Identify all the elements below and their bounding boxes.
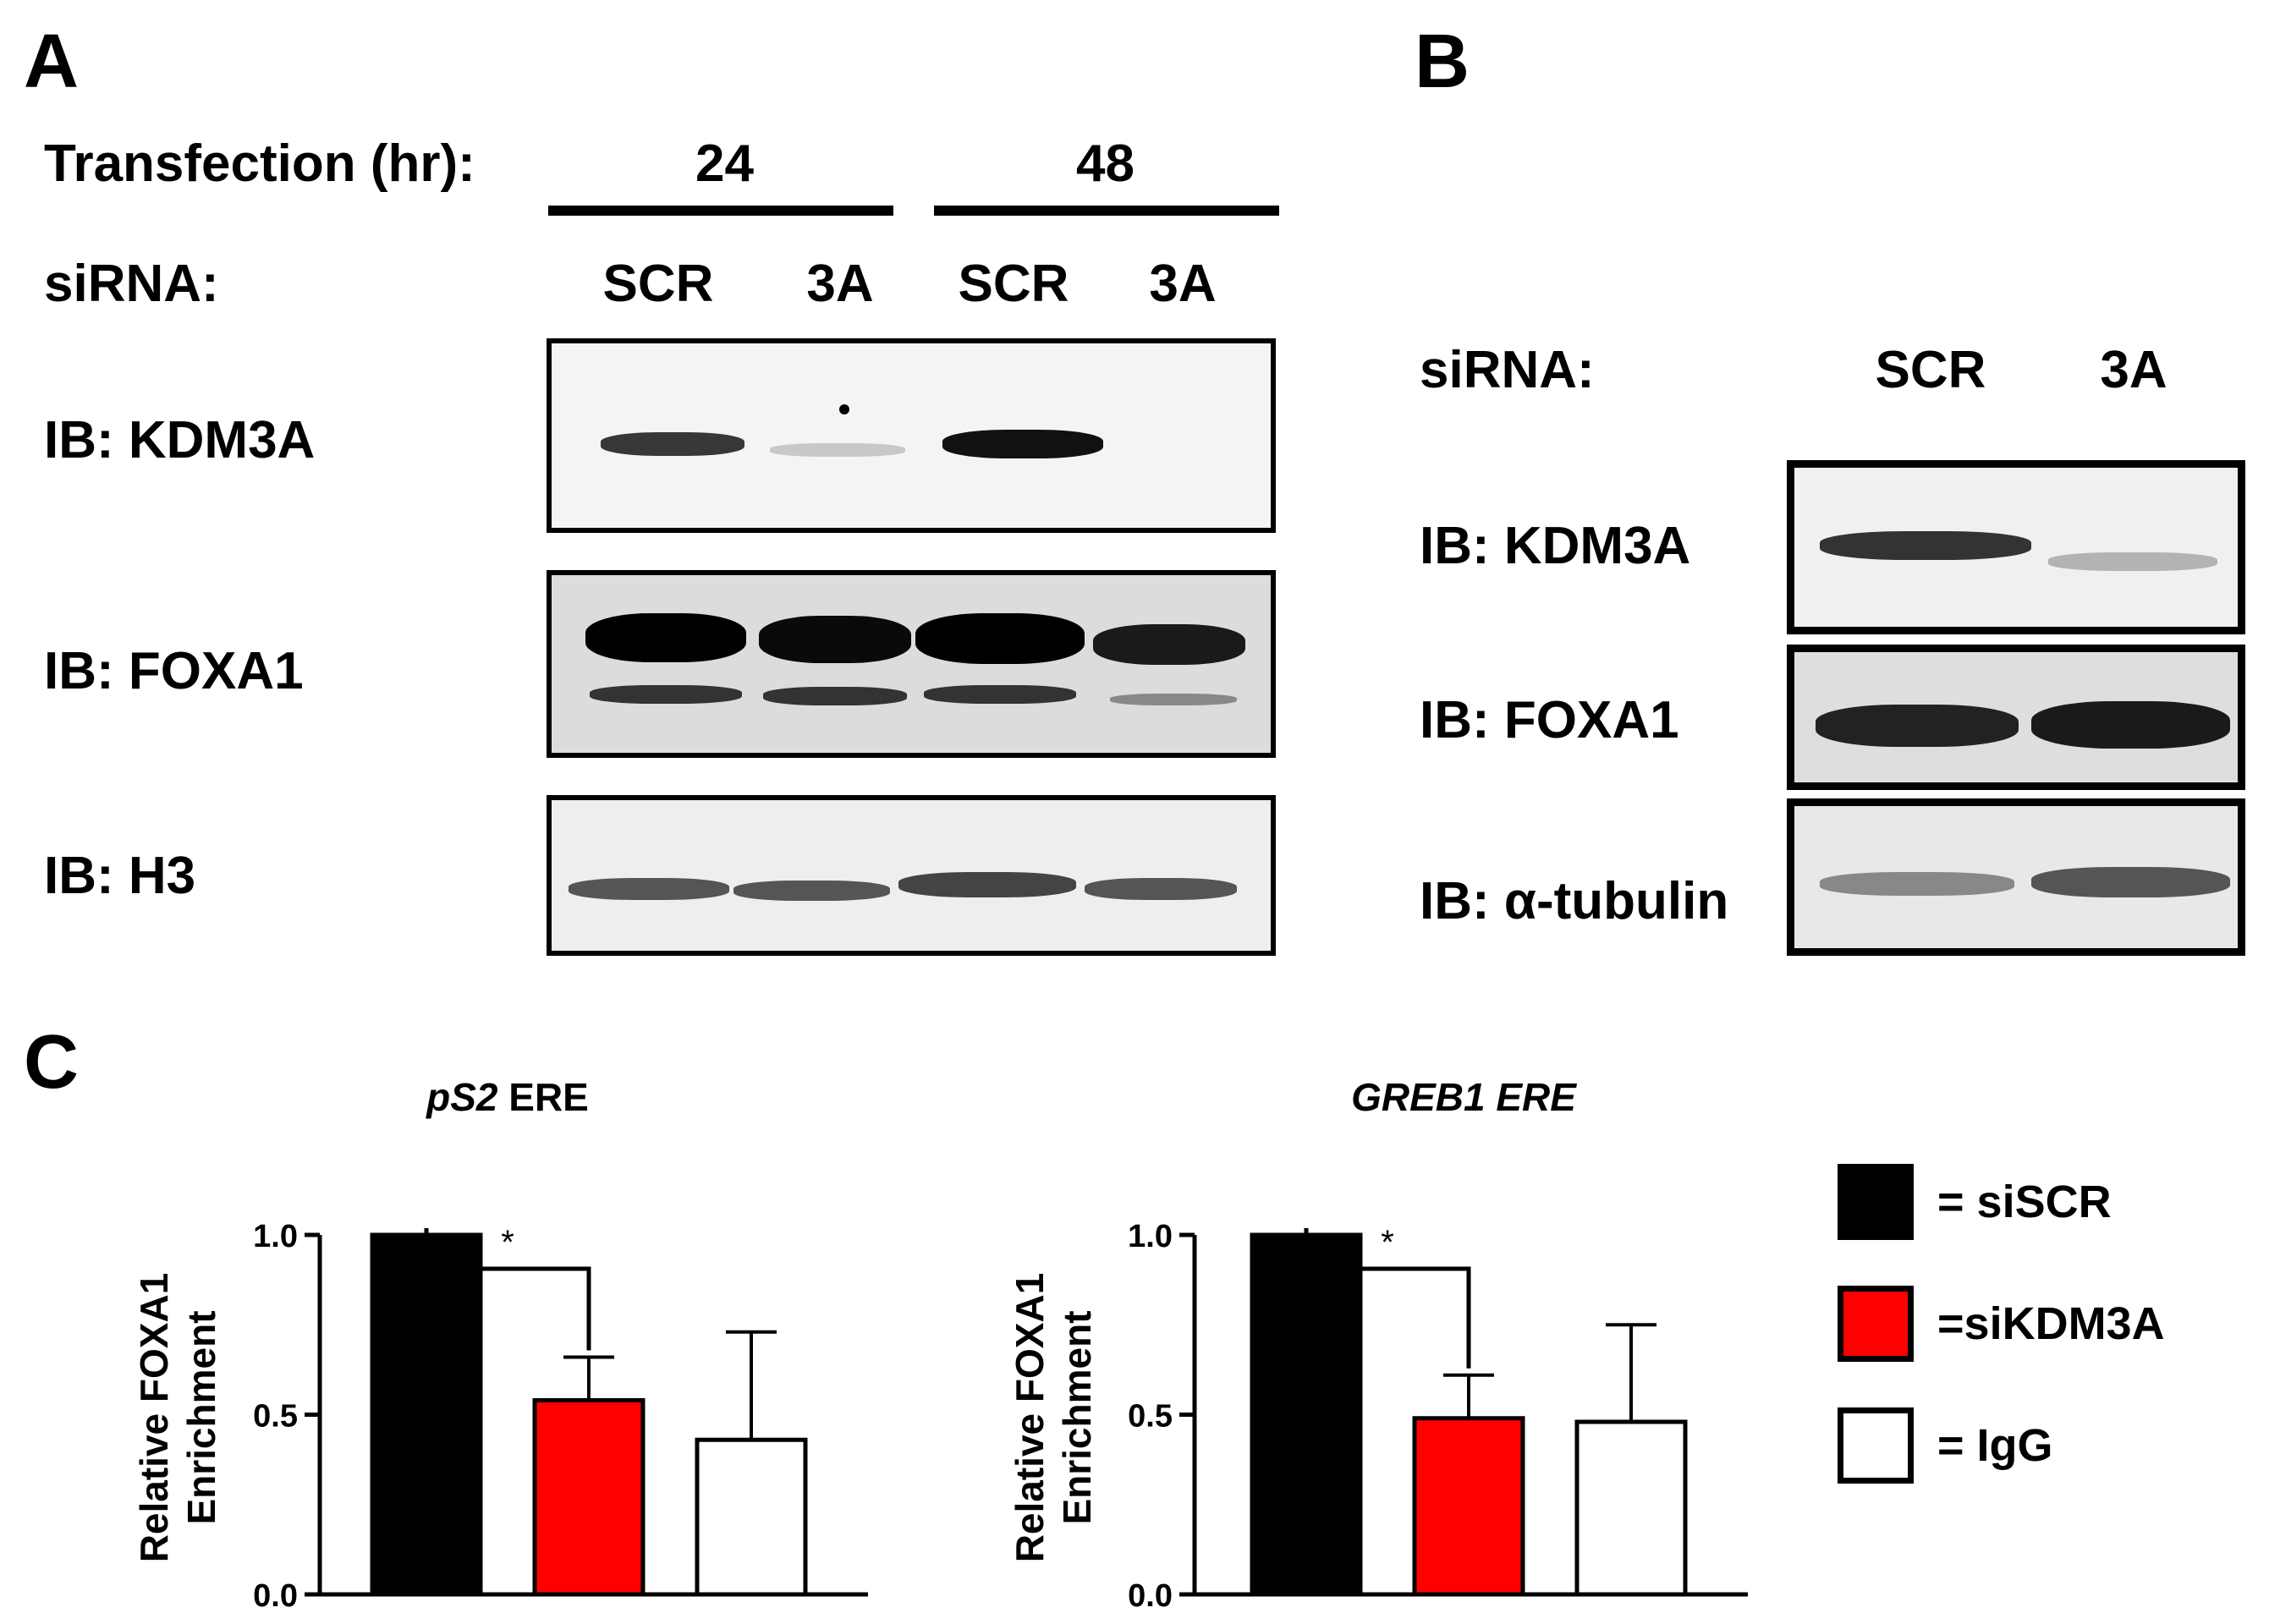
band [585,613,746,662]
panel-letter-c: C [24,1020,79,1105]
blot-b-foxa1 [1787,645,2245,790]
y-tick-label: 1.0 [253,1219,298,1254]
band [601,432,744,456]
band [2048,552,2217,571]
blot-a-foxa1 [547,570,1276,758]
band [1820,872,2014,896]
panel-letter-a: A [24,19,79,104]
legend-label-igg: = IgG [1937,1420,2053,1471]
sirna-label-a: siRNA: [44,255,219,313]
band [1085,878,1237,900]
significance-star: * [1381,1224,1394,1261]
bar [1250,1232,1363,1597]
sirna-label-b: siRNA: [1420,341,1595,399]
blot-a-h3 [547,795,1276,956]
bar-charts: 0.0 0.5 1.0 * 0.0 0.5 1.0 * [253,1219,1748,1614]
blot-a-h3-label: IB: H3 [44,847,196,905]
lane-a-3: SCR [958,255,1069,313]
band [569,878,729,900]
y-tick-label: 0.0 [1128,1578,1173,1614]
band [1093,624,1245,665]
significance-star: * [501,1224,514,1261]
band [1820,531,2031,560]
legend-label-sikdm3a: =siKDM3A [1937,1298,2165,1349]
band [733,881,890,901]
lane-b-2: 3A [2100,341,2167,399]
bracket-24 [548,206,893,216]
blot-b-kdm3a [1787,460,2245,634]
legend-swatch-siscr [1838,1164,1914,1240]
blot-b-tubulin-label: IB: α-tubulin [1420,872,1729,930]
band [2031,701,2230,749]
legend-swatch-igg [1838,1407,1914,1484]
panel-letter-b: B [1415,19,1470,104]
y-tick-label: 0.0 [253,1578,298,1614]
time-48-label: 48 [1076,134,1134,193]
band [590,685,742,704]
chart1-title: pS2 ERE [426,1075,589,1119]
blot-b-tubulin [1787,798,2245,956]
lane-a-1: SCR [602,255,714,313]
lane-a-4: 3A [1149,255,1217,313]
y-tick-label: 0.5 [1128,1399,1173,1435]
blot-b-foxa1-label: IB: FOXA1 [1420,691,1679,749]
bar [1574,1419,1688,1597]
band [924,685,1076,704]
band [942,430,1103,458]
band [2031,867,2230,897]
significance-bracket [424,1228,591,1351]
band [1110,694,1237,705]
bracket-48 [934,206,1279,216]
blot-b-kdm3a-label: IB: KDM3A [1420,517,1691,575]
band [763,687,907,705]
significance-bracket [1304,1228,1471,1369]
band [839,404,849,414]
band [898,872,1076,897]
band [1816,705,2019,747]
legend-swatch-sikdm3a [1838,1286,1914,1362]
band [915,613,1085,664]
transfection-label: Transfection (hr): [44,134,475,193]
lane-a-2: 3A [806,255,874,313]
bar [370,1232,483,1597]
blot-a-foxa1-label: IB: FOXA1 [44,642,304,700]
legend-label-siscr: = siSCR [1937,1177,2112,1227]
time-24-label: 24 [695,134,754,193]
y-tick-label: 0.5 [253,1399,298,1435]
bar [1412,1416,1525,1597]
band [770,443,905,457]
lane-b-1: SCR [1875,341,1986,399]
y-tick-label: 1.0 [1128,1219,1173,1254]
bar [695,1437,808,1597]
blot-a-kdm3a [547,338,1276,533]
band [759,616,911,663]
bar [532,1398,646,1597]
chart2-title: GREB1 ERE [1351,1075,1576,1119]
blot-a-kdm3a-label: IB: KDM3A [44,411,316,469]
